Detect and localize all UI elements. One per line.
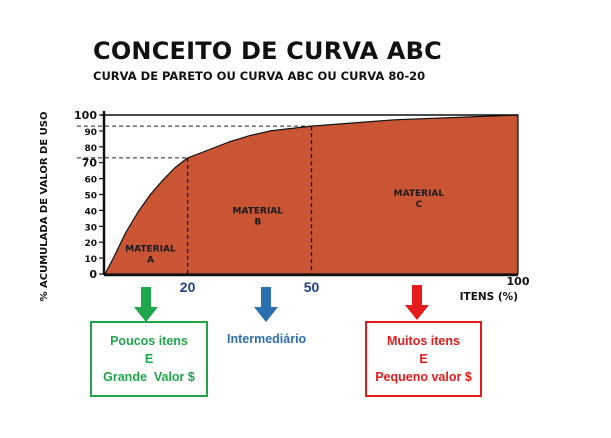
- y-tick-label-70: 70: [82, 157, 98, 170]
- y-tick-label-100: 100: [74, 109, 97, 122]
- class-a-line3: Grande Valor $: [103, 370, 195, 384]
- arrow-down-red-icon: [405, 285, 429, 320]
- y-tick-label-80: 80: [84, 144, 97, 154]
- y-tick-label-90: 90: [84, 128, 97, 138]
- marker-label-20: 20: [180, 279, 196, 295]
- class-c-line1: Muitos itens: [387, 334, 460, 348]
- y-axis-label: % ACUMULADA DE VALOR DE USO: [39, 112, 50, 302]
- page-subtitle: CURVA DE PARETO OU CURVA ABC OU CURVA 80…: [93, 69, 426, 83]
- y-tick-label-20: 20: [84, 239, 97, 249]
- marker-label-50: 50: [304, 279, 320, 295]
- y-tick-label-30: 30: [84, 223, 97, 233]
- class-a-description-box: Poucos itens E Grande Valor $: [90, 321, 208, 397]
- y-tick-label-40: 40: [84, 207, 97, 217]
- class-a-line2: E: [144, 352, 154, 366]
- class-a-line1: Poucos itens: [110, 334, 188, 348]
- y-tick-label-10: 10: [84, 255, 97, 265]
- class-c-description-box: Muitos itens E Pequeno valor $: [365, 321, 482, 397]
- class-c-line3: Pequeno valor $: [375, 370, 472, 384]
- cumulative-area: [104, 114, 519, 275]
- arrow-down-blue-icon: [254, 287, 278, 322]
- y-tick-label-0: 0: [89, 268, 97, 281]
- y-tick-label-60: 60: [84, 176, 97, 186]
- page-title: CONCEITO DE CURVA ABC: [93, 37, 442, 65]
- y-tick-label-50: 50: [84, 192, 97, 202]
- region-label-a-line2: A: [147, 256, 154, 266]
- region-label-c-line2: C: [416, 200, 423, 210]
- region-label-a-line1: MATERIAL: [125, 245, 176, 255]
- class-c-line2: E: [419, 352, 428, 366]
- x-axis-label: ITENS (%): [460, 291, 518, 303]
- arrow-down-green-icon: [134, 287, 158, 322]
- region-label-b-line2: B: [254, 218, 261, 228]
- class-b-description: Intermediário: [227, 332, 307, 346]
- region-label-c-line1: MATERIAL: [394, 189, 445, 199]
- x-tick-label-100: 100: [507, 275, 530, 288]
- region-label-b-line1: MATERIAL: [233, 207, 284, 217]
